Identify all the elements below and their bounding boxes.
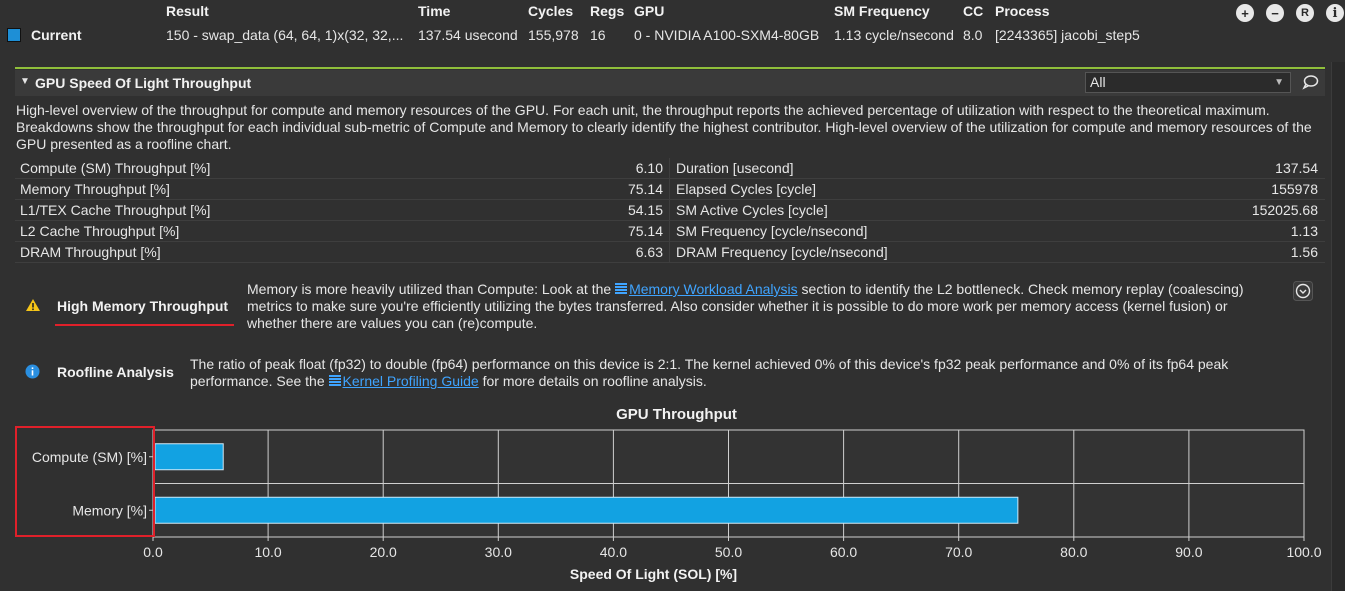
metric-name: Duration [usecond] <box>676 160 794 176</box>
metric-name: SM Active Cycles [cycle] <box>676 202 828 218</box>
x-tick-label: 10.0 <box>254 544 281 560</box>
x-tick-label: 60.0 <box>830 544 857 560</box>
metric-name: Memory Throughput [%] <box>20 181 170 197</box>
metric-name: DRAM Frequency [cycle/nsecond] <box>676 244 888 260</box>
current-color-swatch <box>7 28 21 42</box>
rule-memory-text: Memory is more heavily utilized than Com… <box>247 281 1244 331</box>
metric-name: SM Frequency [cycle/nsecond] <box>676 223 868 239</box>
vertical-scrollbar[interactable] <box>1331 62 1345 591</box>
x-tick-label: 80.0 <box>1060 544 1087 560</box>
current-time: 137.54 usecond <box>418 27 518 43</box>
metric-value: 6.63 <box>635 244 663 260</box>
column-header-cc[interactable]: CC <box>963 3 984 19</box>
reset-button[interactable]: R <box>1296 4 1314 22</box>
memory-workload-analysis-link[interactable]: Memory Workload Analysis <box>629 281 798 297</box>
current-regs: 16 <box>590 27 606 43</box>
metrics-row: DRAM Throughput [%] 6.63 DRAM Frequency [c… <box>15 242 1325 263</box>
x-axis-label: Speed Of Light (SOL) [%] <box>570 566 737 582</box>
metric-value: 75.14 <box>627 223 663 239</box>
category-label: Compute (SM) [%] <box>32 449 147 465</box>
column-header-process[interactable]: Process <box>995 3 1050 19</box>
rule-memory-title: High Memory Throughput <box>57 298 229 314</box>
metrics-row: Compute (SM) Throughput [%] 6.10 Duration … <box>15 158 1325 179</box>
kernel-profiling-guide-link[interactable]: Kernel Profiling Guide <box>342 373 479 389</box>
metric-name: L1/TEX Cache Throughput [%] <box>20 202 211 218</box>
info-circle-icon <box>25 364 40 379</box>
rule-roofline-title: Roofline Analysis <box>57 364 174 380</box>
metric-value: 75.14 <box>627 181 663 197</box>
metric-value: 1.56 <box>1290 244 1318 260</box>
rule-title-underline <box>55 324 234 326</box>
bar-memory <box>154 496 1019 524</box>
x-tick-label: 50.0 <box>715 544 742 560</box>
x-tick-label: 30.0 <box>485 544 512 560</box>
x-tick-label: 20.0 <box>370 544 397 560</box>
column-divider <box>669 158 670 263</box>
metric-name: DRAM Throughput [%] <box>20 244 161 260</box>
info-icon[interactable]: i <box>1326 4 1344 22</box>
metrics-row: Memory Throughput [%] 75.14 Elapsed Cycles… <box>15 179 1325 200</box>
metrics-row: L1/TEX Cache Throughput [%] 54.15 SM Activ… <box>15 200 1325 221</box>
metrics-row: L2 Cache Throughput [%] 75.14 SM Frequency… <box>15 221 1325 242</box>
metric-value: 155978 <box>1271 181 1318 197</box>
section-divider <box>15 67 1325 69</box>
metric-value: 1.13 <box>1290 223 1318 239</box>
warning-icon <box>26 299 40 311</box>
metric-value: 54.15 <box>627 202 663 218</box>
document-icon <box>328 375 341 387</box>
add-baseline-button[interactable]: + <box>1236 4 1254 22</box>
metric-name: L2 Cache Throughput [%] <box>20 223 180 239</box>
metric-name: Elapsed Cycles [cycle] <box>676 181 817 197</box>
metric-value: 6.10 <box>635 160 663 176</box>
rule-roofline-text: The ratio of peak float (fp32) to double… <box>190 356 1229 389</box>
x-tick-label: 90.0 <box>1175 544 1202 560</box>
column-header-gpu[interactable]: GPU <box>634 3 665 19</box>
current-row-label: Current <box>31 27 82 43</box>
column-header-sm-frequency[interactable]: SM Frequency <box>834 3 930 19</box>
document-icon <box>615 283 628 295</box>
chart-title: GPU Throughput <box>616 406 737 423</box>
metric-name: Compute (SM) Throughput [%] <box>20 160 211 176</box>
current-gpu: 0 - NVIDIA A100-SXM4-80GB <box>634 27 820 43</box>
column-header-time[interactable]: Time <box>418 3 451 19</box>
column-header-result[interactable]: Result <box>166 3 209 19</box>
expand-rule-icon[interactable] <box>1293 281 1313 301</box>
section-title: GPU Speed Of Light Throughput <box>35 75 252 91</box>
x-tick-label: 0.0 <box>143 544 163 560</box>
section-filter-select[interactable]: All ▼ <box>1085 72 1291 93</box>
metric-value: 137.54 <box>1275 160 1318 176</box>
x-tick-label: 70.0 <box>945 544 972 560</box>
remove-baseline-button[interactable]: − <box>1266 4 1284 22</box>
x-tick-label: 100.0 <box>1286 544 1321 560</box>
current-sm-frequency: 1.13 cycle/nsecond <box>834 27 954 43</box>
current-result[interactable]: 150 - swap_data (64, 64, 1)x(32, 32,... <box>166 27 404 43</box>
section-filter-value: All <box>1090 74 1106 90</box>
column-header-regs[interactable]: Regs <box>590 3 625 19</box>
current-cc: 8.0 <box>963 27 983 43</box>
column-header-cycles[interactable]: Cycles <box>528 3 574 19</box>
chevron-down-icon: ▼ <box>1274 77 1284 88</box>
comment-icon[interactable] <box>1300 72 1322 92</box>
section-description: High-level overview of the throughput fo… <box>16 102 1312 152</box>
collapse-triangle-icon[interactable]: ▼ <box>20 76 30 87</box>
current-process: [2243365] jacobi_step5 <box>995 27 1140 43</box>
bar-compute <box>154 443 224 471</box>
x-tick-label: 40.0 <box>600 544 627 560</box>
highlight-box <box>15 426 155 537</box>
current-cycles: 155,978 <box>528 27 579 43</box>
metric-value: 152025.68 <box>1251 202 1318 218</box>
category-label: Memory [%] <box>72 502 147 518</box>
